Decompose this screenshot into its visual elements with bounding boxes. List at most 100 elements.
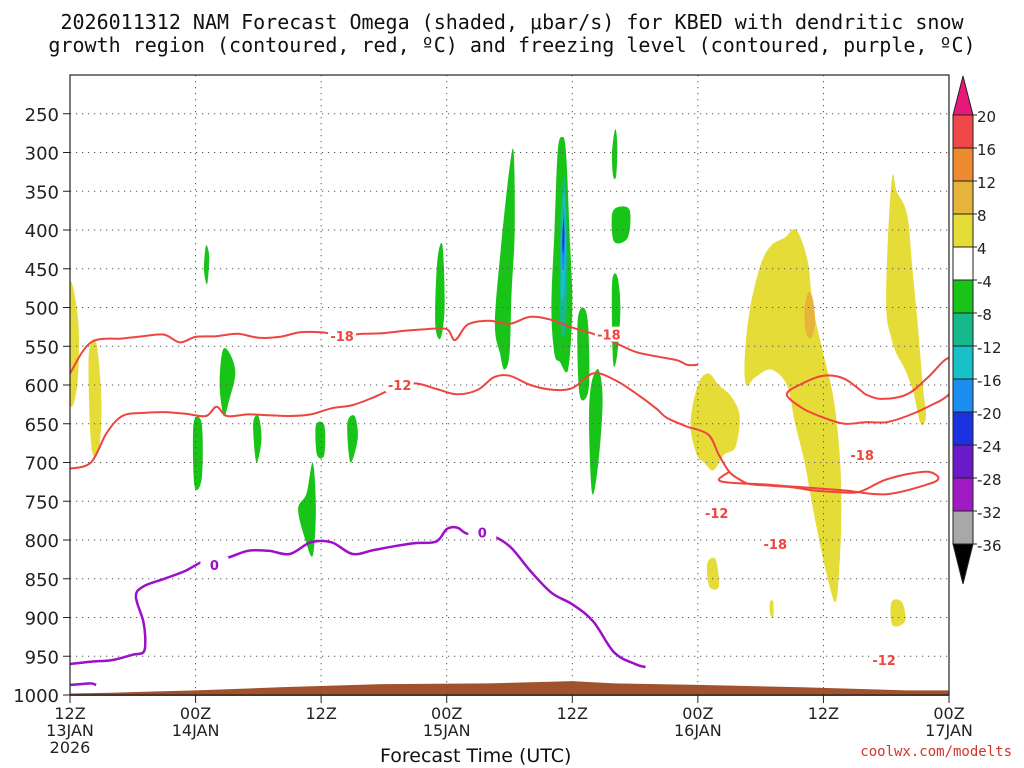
label-freezing-b: 0	[478, 526, 487, 541]
contour-minus18-east	[785, 356, 949, 425]
colorbar-label--20: -20	[977, 405, 1002, 423]
colorbar-swatch-7	[952, 312, 974, 347]
y-tick-label-900: 900	[25, 609, 59, 630]
colorbar-swatch-1	[952, 114, 974, 149]
omega-region--8-6	[298, 462, 316, 557]
chart-title-line-1: 2026011312 NAM Forecast Omega (shaded, μ…	[60, 10, 964, 34]
label-minus12-b: -12	[705, 507, 729, 522]
colorbar-label--28: -28	[977, 471, 1002, 489]
colorbar-swatch-11	[952, 444, 974, 479]
colorbar-label--4: -4	[977, 273, 992, 291]
omega-region--24-13	[562, 218, 565, 254]
colorbar: 20 16 12 8 4 -4 -8 -12 -16 -20 -24 -28 -32 -36	[952, 75, 1002, 585]
x-tick-label-0-0: 12Z	[54, 704, 85, 723]
label-freezing-a: 0	[210, 559, 219, 574]
label-minus12-c-bg	[870, 652, 899, 668]
x-tick-label-84-0: 00Z	[933, 704, 964, 723]
omega-region--8-15	[588, 369, 603, 495]
colorbar-swatch-10	[952, 411, 974, 446]
omega-region-4-25	[706, 557, 720, 590]
label-minus18-c-bg	[761, 535, 790, 551]
label-minus18-c: -18	[764, 538, 788, 553]
y-tick-label-350: 350	[25, 182, 59, 203]
x-tick-label-48-0: 12Z	[557, 704, 588, 723]
colorbar-label--8: -8	[977, 306, 992, 324]
y-tick-label-1000: 1000	[13, 686, 59, 707]
omega-region--8-1	[219, 347, 236, 417]
colorbar-label-20: 20	[977, 108, 996, 126]
x-tick-label-36-1: 15JAN	[423, 721, 471, 740]
omega-region--8-7	[435, 242, 445, 340]
y-tick-label-650: 650	[25, 415, 59, 436]
omega-region-4-26	[890, 599, 906, 627]
y-tick-label-500: 500	[25, 299, 59, 320]
y-tick-label-400: 400	[25, 221, 59, 242]
omega-region-4-22	[744, 229, 842, 602]
colorbar-swatch-5	[952, 246, 974, 281]
x-tick-label-60-1: 16JAN	[674, 721, 722, 740]
colorbar-swatch-8	[952, 345, 974, 380]
label-minus12-a-bg	[385, 377, 414, 392]
colorbar-label--12: -12	[977, 339, 1002, 357]
omega-region--8-8	[494, 148, 515, 370]
contour-minus12	[70, 372, 688, 470]
omega-region--8-14	[577, 307, 590, 401]
x-tick-label-12-0: 00Z	[180, 704, 211, 723]
contour-minus18	[70, 315, 698, 374]
x-tick-label-84-1: 17JAN	[925, 721, 973, 740]
x-tick-label-72-0: 12Z	[808, 704, 839, 723]
colorbar-swatch-12	[952, 477, 974, 512]
y-tick-label-750: 750	[25, 492, 59, 513]
omega-region--8-18	[611, 273, 621, 367]
x-axis-label: Forecast Time (UTC)	[380, 745, 572, 767]
y-tick-label-850: 850	[25, 570, 59, 591]
label-minus18-a: -18	[330, 330, 354, 345]
label-minus18-b-bg	[594, 326, 623, 342]
chart-title-line-2: growth region (contoured, red, ºC) and f…	[48, 33, 976, 57]
terrain-fill	[70, 681, 949, 696]
colorbar-label--16: -16	[977, 372, 1002, 390]
contour-freezing-level-surface	[70, 682, 97, 687]
omega-region--8-16	[611, 129, 618, 180]
terrain-layer	[70, 681, 949, 696]
source-credit: coolwx.com/modelts	[860, 744, 1012, 760]
omega-region-4-24	[886, 174, 927, 426]
label-freezing-b-bg	[468, 524, 497, 540]
colorbar-label-12: 12	[977, 174, 996, 192]
colorbar-label--32: -32	[977, 504, 1002, 522]
x-tick-label-0-1: 13JAN	[46, 721, 94, 740]
colorbar-label-8: 8	[977, 207, 987, 225]
colorbar-swatch-13	[952, 510, 974, 545]
omega-region--8-5	[347, 415, 358, 463]
omega-region--8-0	[203, 245, 210, 285]
y-tick-label-300: 300	[25, 144, 59, 165]
label-minus12-a: -12	[388, 379, 412, 394]
axes-layer: 250 300 350 400 450 500 550 600 650 700 750 800 850 9…	[13, 74, 973, 757]
label-freezing-a-bg	[200, 556, 229, 572]
y-tick-label-250: 250	[25, 105, 59, 126]
omega-region--8-17	[611, 206, 631, 244]
contour-minus12-east	[687, 425, 940, 496]
colorbar-swatch-3	[952, 180, 974, 215]
colorbar-swatch-2	[952, 147, 974, 182]
omega-region--8-3	[253, 415, 262, 463]
y-tick-label-950: 950	[25, 647, 59, 668]
label-minus12-b-bg	[702, 504, 731, 520]
x-tick-label-24-0: 12Z	[305, 704, 336, 723]
omega-region-8-23	[804, 291, 816, 339]
label-minus18-d-bg	[848, 446, 877, 462]
x-tick-label-36-0: 00Z	[431, 704, 462, 723]
x-tick-label-60-0: 00Z	[682, 704, 713, 723]
contour-freezing-level	[70, 525, 646, 669]
label-minus18-d: -18	[850, 449, 874, 464]
x-tick-label-0-2: 2026	[50, 738, 91, 757]
omega-shading-layer	[70, 129, 927, 627]
colorbar-label--24: -24	[977, 438, 1002, 456]
colorbar-label-4: 4	[977, 240, 987, 258]
y-tick-label-450: 450	[25, 260, 59, 281]
colorbar-top-arrow	[952, 75, 974, 116]
omega-region-4-20	[88, 338, 102, 457]
y-tick-label-700: 700	[25, 454, 59, 475]
colorbar-bottom-arrow	[952, 543, 974, 585]
